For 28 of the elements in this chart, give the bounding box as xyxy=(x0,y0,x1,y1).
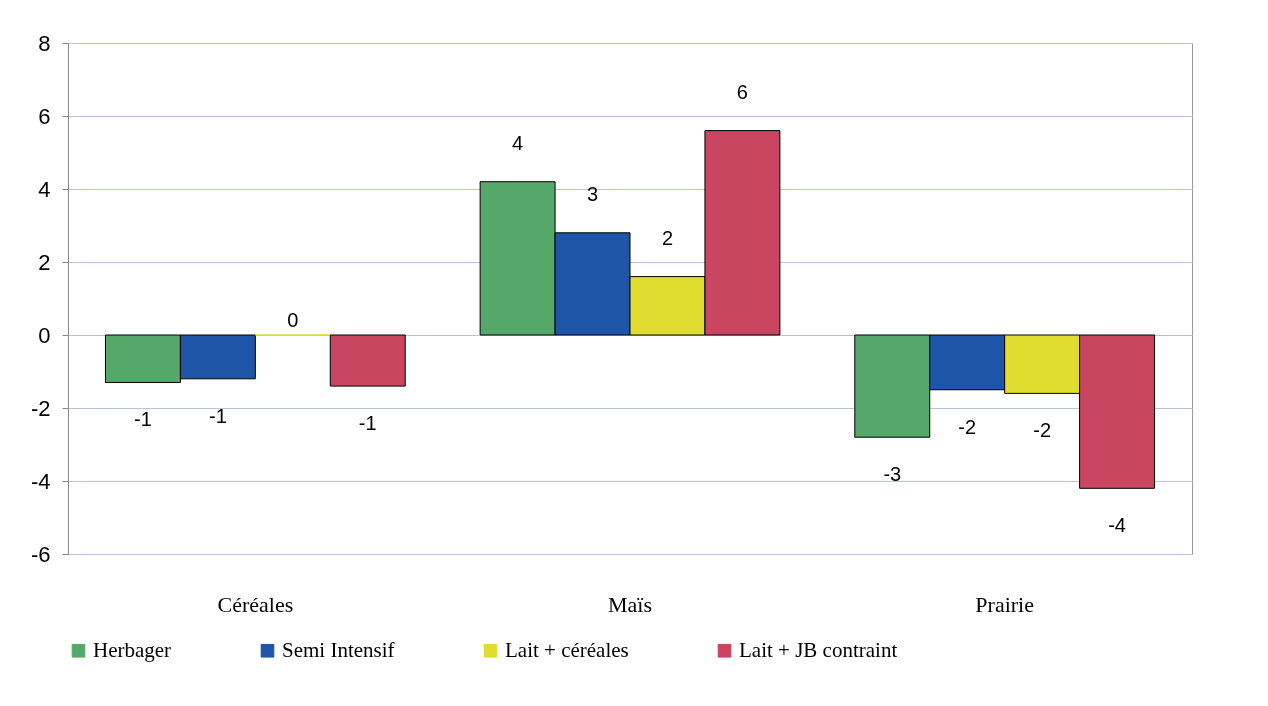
legend-label: Semi Intensif xyxy=(282,637,395,662)
data-label: 6 xyxy=(736,80,748,103)
y-tick-label: 0 xyxy=(38,322,51,348)
y-tick-label: -2 xyxy=(30,395,51,421)
data-label: 2 xyxy=(661,226,674,249)
x-tick-label: Céréales xyxy=(217,591,294,617)
y-tick-label: 6 xyxy=(38,103,51,129)
data-label: -2 xyxy=(1033,419,1052,442)
y-tick-label: 2 xyxy=(38,249,51,275)
y-tick-label: -6 xyxy=(30,541,51,567)
data-label: -1 xyxy=(134,408,152,431)
data-label: 3 xyxy=(586,182,599,205)
legend-label: Lait + JB contraint xyxy=(739,637,898,662)
bar xyxy=(329,334,406,387)
x-tick-label: Maïs xyxy=(608,591,652,617)
legend-label: Lait + céréales xyxy=(505,637,629,662)
data-label: -4 xyxy=(1108,514,1126,537)
data-label: 4 xyxy=(512,131,524,154)
x-tick-label: Prairie xyxy=(975,591,1034,617)
y-tick-label: 4 xyxy=(38,176,51,202)
y-tick-label: 8 xyxy=(38,30,51,56)
data-label: 0 xyxy=(287,309,299,331)
y-tick-label: -4 xyxy=(30,468,51,494)
data-label: -1 xyxy=(208,404,227,427)
data-label: -1 xyxy=(358,412,377,435)
legend-label: Herbager xyxy=(93,637,172,662)
data-label: -2 xyxy=(958,415,977,438)
data-label: -3 xyxy=(883,463,902,486)
